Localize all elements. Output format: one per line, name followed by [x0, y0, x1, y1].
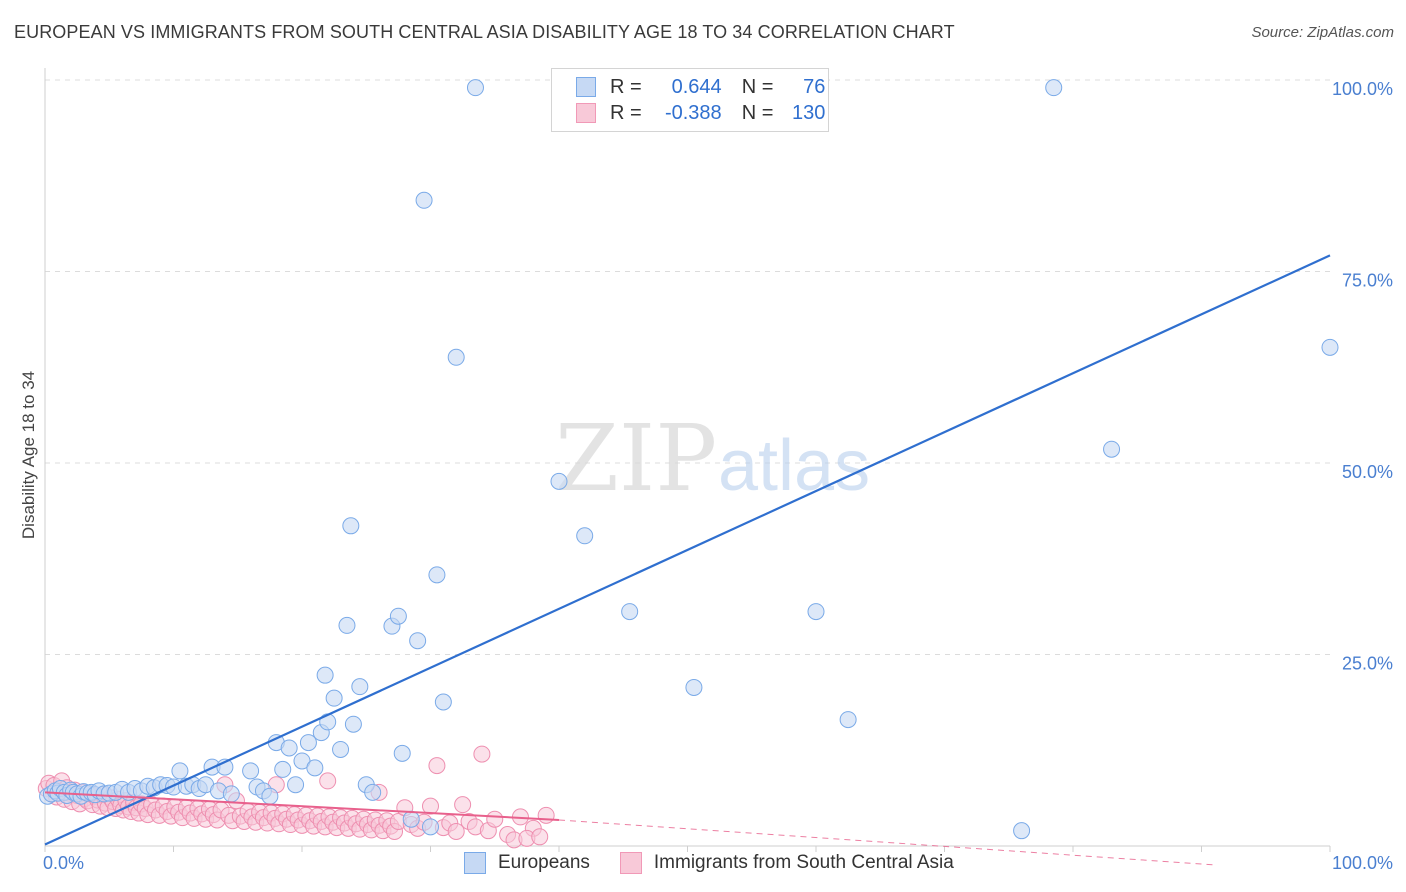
data-point-immigrants — [473, 745, 491, 763]
legend-item-immigrants: Immigrants from South Central Asia — [619, 852, 954, 874]
data-point-europeans — [1103, 440, 1121, 458]
data-point-europeans — [274, 760, 292, 778]
data-point-europeans — [342, 517, 360, 535]
data-point-europeans — [351, 678, 369, 696]
trend-line-immigrants — [44, 791, 560, 821]
data-point-immigrants — [319, 772, 337, 790]
legend-label-europeans: Europeans — [498, 852, 590, 873]
data-point-europeans — [434, 693, 452, 711]
y-tick-label: 25.0% — [1342, 654, 1393, 674]
data-point-europeans — [364, 783, 382, 801]
source-label: Source: ZipAtlas.com — [1251, 24, 1394, 41]
data-point-europeans — [422, 818, 439, 836]
data-point-europeans — [222, 785, 240, 803]
data-point-europeans — [447, 348, 465, 366]
data-point-europeans — [428, 566, 446, 584]
y-tick-label: 50.0% — [1342, 462, 1393, 482]
legend-r-value: -0.388 — [664, 101, 722, 124]
legend-swatch-pink — [619, 852, 642, 874]
watermark: ZIP atlas — [555, 405, 870, 512]
legend-n-label: N = — [741, 75, 774, 98]
legend-row-europeans: R = 0.644 N = 76 — [576, 74, 825, 100]
data-point-europeans — [299, 734, 317, 752]
data-point-europeans — [1321, 338, 1339, 356]
data-point-immigrants — [428, 757, 446, 775]
blue-series — [39, 79, 1339, 840]
legend-swatch-pink — [576, 103, 596, 123]
data-point-europeans — [389, 607, 407, 625]
legend-swatch-blue — [464, 852, 486, 874]
data-point-europeans — [280, 739, 298, 757]
data-point-europeans — [242, 762, 260, 780]
data-point-europeans — [807, 603, 825, 621]
tick-labels: 25.0% 50.0% 75.0% 100.0% 0.0% 100.0% — [43, 79, 1393, 873]
data-point-europeans — [621, 603, 639, 621]
data-point-europeans — [344, 715, 362, 733]
data-point-europeans — [1045, 79, 1063, 97]
data-point-europeans — [409, 632, 427, 650]
legend-swatch-blue — [576, 77, 596, 97]
data-point-europeans — [393, 744, 411, 762]
data-point-europeans — [287, 776, 305, 794]
data-point-europeans — [261, 787, 279, 805]
data-point-immigrants — [454, 796, 472, 814]
legend-n-label: N = — [741, 101, 774, 124]
data-point-europeans — [171, 762, 189, 780]
data-point-europeans — [316, 666, 334, 684]
data-point-immigrants — [486, 810, 504, 828]
legend-r-value: 0.644 — [671, 75, 722, 98]
legend-r-label: R = — [610, 75, 642, 98]
legend-n-value: 76 — [803, 75, 826, 98]
data-point-europeans — [839, 711, 857, 729]
data-point-europeans — [325, 689, 343, 707]
trend-line-europeans — [44, 254, 1331, 846]
legend-label-immigrants: Immigrants from South Central Asia — [653, 852, 954, 873]
data-point-europeans — [402, 810, 420, 828]
data-point-europeans — [332, 740, 350, 758]
y-axis-label: Disability Age 18 to 34 — [19, 371, 38, 539]
data-point-immigrants — [537, 806, 555, 824]
watermark-atlas: atlas — [718, 426, 870, 506]
data-point-europeans — [685, 678, 703, 696]
x-tick-label: 0.0% — [43, 853, 84, 873]
data-point-europeans — [466, 79, 484, 97]
data-point-europeans — [306, 759, 324, 777]
legend-row-immigrants: R = -0.388 N = 130 — [576, 100, 825, 126]
legend-item-europeans: Europeans — [464, 852, 590, 874]
y-tick-label: 75.0% — [1342, 271, 1393, 291]
series-legend: Europeans Immigrants from South Central … — [464, 852, 984, 874]
legend-r-label: R = — [610, 101, 642, 124]
legend-n-value: 130 — [792, 101, 826, 124]
data-point-europeans — [415, 191, 433, 209]
chart-title: EUROPEAN VS IMMIGRANTS FROM SOUTH CENTRA… — [14, 22, 955, 42]
data-point-immigrants — [447, 822, 465, 840]
x-tick-label: 100.0% — [1332, 853, 1393, 873]
data-point-europeans — [338, 616, 356, 634]
grid-lines — [45, 79, 1330, 655]
data-point-europeans — [576, 527, 594, 545]
axes — [44, 68, 1331, 852]
data-point-europeans — [550, 472, 568, 490]
data-point-europeans — [1013, 822, 1031, 840]
data-point-immigrants — [531, 828, 549, 846]
stats-legend: R = 0.644 N = 76 R = -0.388 N = 130 — [551, 68, 829, 132]
data-point-immigrants — [422, 797, 439, 815]
watermark-zip: ZIP — [555, 405, 717, 512]
trend-lines — [44, 254, 1331, 866]
y-tick-label: 100.0% — [1332, 79, 1393, 99]
